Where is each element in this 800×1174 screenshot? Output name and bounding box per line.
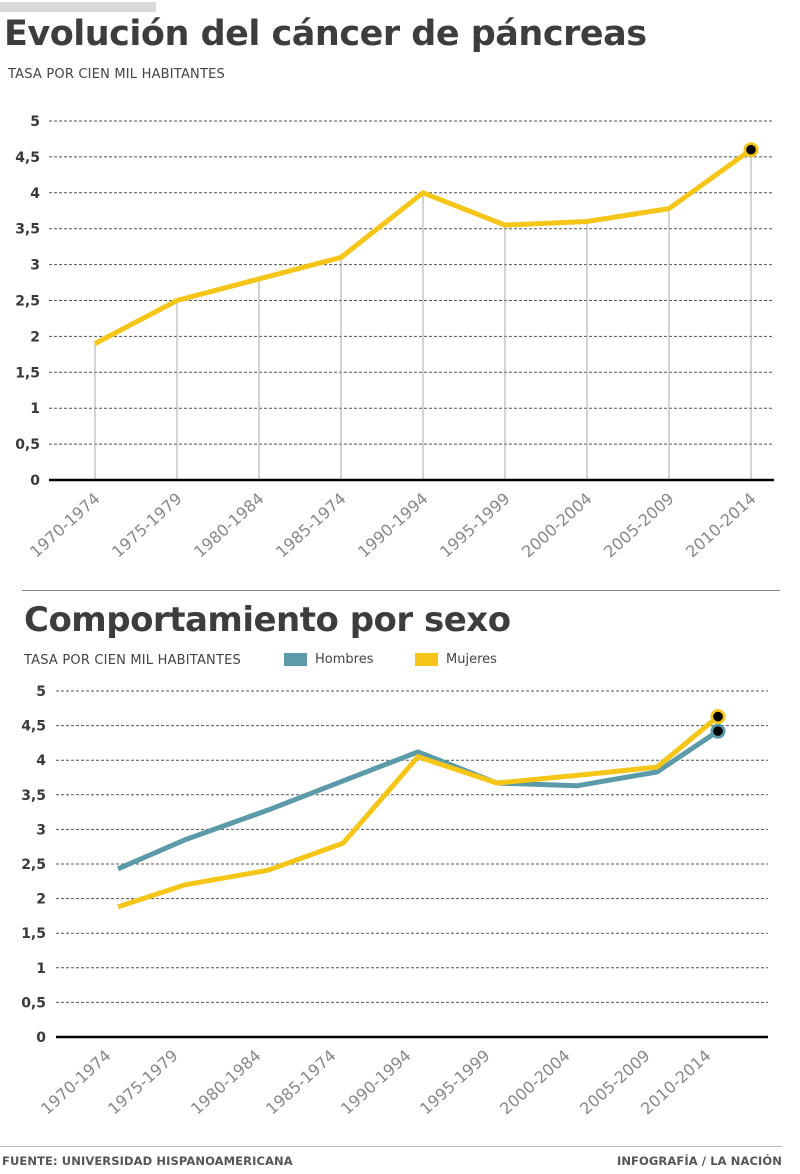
series-line-hombres xyxy=(117,729,720,872)
legend-mujeres: Mujeres xyxy=(415,652,497,667)
y-tick-label: 3 xyxy=(30,258,40,274)
last-point-marker-center xyxy=(746,144,756,155)
y-tick-label: 1,5 xyxy=(15,365,40,381)
y-tick-label: 2,5 xyxy=(15,294,40,310)
y-tick-label: 5 xyxy=(30,114,40,130)
y-tick-label: 1 xyxy=(36,961,46,977)
y-tick-label: 4 xyxy=(30,186,40,202)
y-tick-label: 3,5 xyxy=(21,788,46,804)
y-tick-label: 3 xyxy=(36,822,46,838)
y-tick-label: 4 xyxy=(36,753,46,769)
top-accent-bar xyxy=(0,2,156,12)
y-tick-label: 2,5 xyxy=(21,857,46,873)
legend-swatch-mujeres xyxy=(415,653,438,666)
last-point-marker-center xyxy=(713,726,723,736)
series-line-mujeres xyxy=(117,714,720,910)
y-tick-label: 5 xyxy=(36,684,46,700)
legend-swatch-hombres xyxy=(284,653,307,666)
x-tick-label: 1990-1994 xyxy=(337,1046,415,1118)
footer-divider xyxy=(0,1146,782,1147)
legend-label-hombres: Hombres xyxy=(315,652,374,667)
y-tick-label: 2 xyxy=(36,892,46,908)
y-tick-label: 0 xyxy=(36,1030,46,1046)
x-tick-label: 1985-1974 xyxy=(262,1046,340,1118)
footer-source: FUENTE: UNIVERSIDAD HISPANOAMERICANA xyxy=(2,1154,293,1168)
legend-hombres: Hombres xyxy=(284,652,373,667)
chart2-title: Comportamiento por sexo xyxy=(24,600,511,640)
y-tick-label: 0 xyxy=(30,473,40,489)
y-tick-label: 0,5 xyxy=(15,437,40,453)
last-point-marker-center xyxy=(713,711,723,722)
x-tick-label: 2000-2004 xyxy=(496,1046,574,1118)
x-tick-label: 1975-1979 xyxy=(104,1046,182,1118)
footer-credit: INFOGRAFÍA / LA NACIÓN xyxy=(616,1154,782,1168)
chart2-subtitle: TASA POR CIEN MIL HABITANTES xyxy=(24,653,241,668)
section-divider xyxy=(22,590,780,591)
x-tick-label: 1980-1984 xyxy=(187,1046,265,1118)
y-tick-label: 4,5 xyxy=(21,719,46,735)
chart1-title: Evolución del cáncer de páncreas xyxy=(4,14,647,54)
y-tick-label: 0,5 xyxy=(21,995,46,1011)
y-tick-label: 1,5 xyxy=(21,926,46,942)
y-tick-label: 4,5 xyxy=(15,150,40,166)
x-tick-label: 1995-1999 xyxy=(416,1046,494,1118)
y-tick-label: 1 xyxy=(30,401,40,417)
series-line-total xyxy=(93,147,753,346)
x-tick-label: 1970-1974 xyxy=(37,1046,115,1118)
chart1-subtitle: TASA POR CIEN MIL HABITANTES xyxy=(8,67,225,82)
y-tick-label: 3,5 xyxy=(15,222,40,238)
legend-label-mujeres: Mujeres xyxy=(446,652,497,667)
y-tick-label: 2 xyxy=(30,329,40,345)
